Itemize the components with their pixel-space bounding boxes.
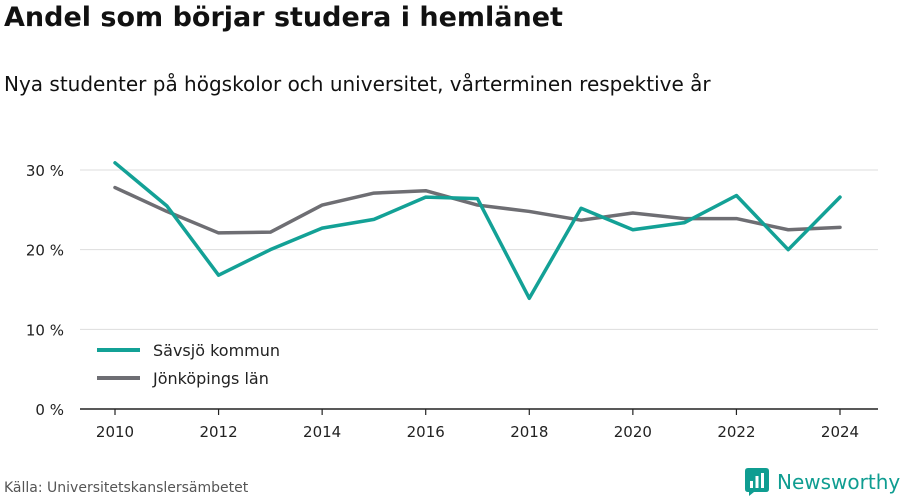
- bar-chart-icon: [745, 468, 769, 496]
- grid-lines: [80, 169, 878, 330]
- y-tick-label: 30 %: [26, 162, 64, 180]
- legend-label: Sävsjö kommun: [153, 341, 280, 360]
- y-axis-tick-labels: 0 % 10 % 20 % 30 %: [26, 162, 64, 419]
- x-tick-label: 2020: [614, 423, 652, 441]
- y-tick-label: 0 %: [35, 401, 64, 419]
- chart-title: Andel som börjar studera i hemlänet: [4, 2, 563, 33]
- chart-subtitle: Nya studenter på högskolor och universit…: [4, 72, 711, 96]
- series-line: [113, 161, 842, 301]
- x-tick-label: 2016: [407, 423, 445, 441]
- source-note: Källa: Universitetskanslersämbetet: [4, 480, 249, 496]
- series-lines: [113, 161, 842, 301]
- x-tick-label: 2024: [821, 423, 859, 441]
- y-tick-label: 10 %: [26, 321, 64, 339]
- newsworthy-logo: Newsworthy: [745, 468, 900, 496]
- x-axis: 2010 2012 2014 2016 2018 2020 2022 2024: [80, 408, 878, 441]
- x-tick-label: 2012: [199, 423, 237, 441]
- series-line: [113, 185, 842, 235]
- x-tick-label: 2014: [303, 423, 341, 441]
- brand-name: Newsworthy: [777, 470, 900, 494]
- legend-label: Jönköpings län: [152, 369, 269, 388]
- y-tick-label: 20 %: [26, 242, 64, 260]
- x-tick-label: 2010: [96, 423, 134, 441]
- x-tick-label: 2018: [510, 423, 548, 441]
- legend: Sävsjö kommun Jönköpings län: [97, 341, 280, 388]
- x-tick-label: 2022: [717, 423, 755, 441]
- line-chart: 0 % 10 % 20 % 30 % 2010 2012 2014 2016 2018 2020…: [26, 161, 878, 441]
